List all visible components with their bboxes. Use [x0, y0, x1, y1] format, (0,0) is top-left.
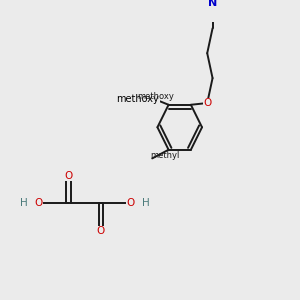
Text: H: H	[142, 198, 149, 208]
Text: H: H	[20, 198, 28, 208]
Text: O: O	[149, 94, 157, 103]
Text: O: O	[97, 226, 105, 236]
Text: O: O	[203, 98, 211, 108]
Text: O: O	[64, 171, 72, 181]
Text: methyl: methyl	[151, 152, 180, 160]
Text: methoxy: methoxy	[116, 94, 159, 103]
Text: N: N	[208, 0, 217, 8]
Text: methoxy: methoxy	[138, 92, 175, 100]
Text: O: O	[34, 198, 43, 208]
Text: O: O	[127, 198, 135, 208]
